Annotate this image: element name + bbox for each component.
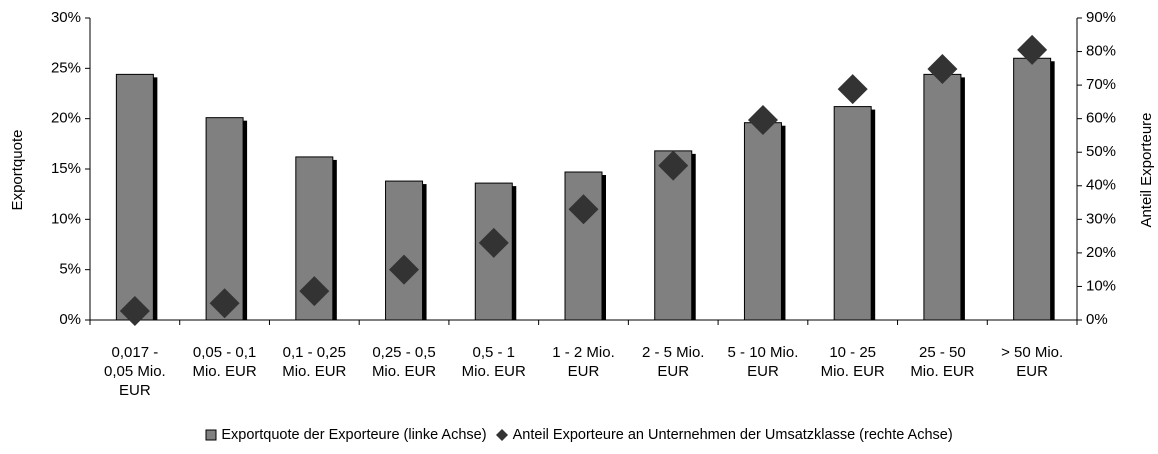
x-tick-label: 25 - 50 Mio. EUR (910, 344, 975, 380)
y-tick-label: 10% (51, 210, 81, 227)
x-tick-label: 0,05 - 0,1 Mio. EUR (192, 344, 257, 380)
y-tick-label: 15% (51, 160, 81, 177)
x-tick-label: 10 - 25 Mio. EUR (820, 344, 885, 380)
y2-tick-label: 50% (1086, 143, 1116, 160)
diamond-marker (119, 295, 150, 326)
y2-tick-label: 90% (1086, 9, 1116, 26)
x-tick-label: 1 - 2 Mio. EUR (552, 344, 615, 380)
diamond-marker (1017, 34, 1048, 65)
y2-tick-label: 60% (1086, 110, 1116, 127)
bar (564, 171, 603, 321)
diamond-marker (389, 254, 420, 285)
legend-label: Exportquote der Exporteure (linke Achse) (221, 427, 487, 444)
y-tick-label: 30% (51, 9, 81, 26)
y-tick-label: 0% (59, 311, 81, 328)
legend-label: Anteil Exporteure an Unternehmen der Ums… (512, 427, 953, 444)
bar (205, 117, 244, 321)
x-tick-label: > 50 Mio. EUR (1001, 344, 1064, 380)
x-tick-label: 0,5 - 1 Mio. EUR (461, 344, 526, 380)
diamond-marker (658, 150, 689, 181)
y2-tick-label: 10% (1086, 277, 1116, 294)
diamond-marker (927, 54, 958, 85)
bar (923, 73, 962, 321)
y2-tick-label: 80% (1086, 43, 1116, 60)
y2-tick-label: 40% (1086, 177, 1116, 194)
diamond-marker (837, 74, 868, 105)
legend: Exportquote der Exporteure (linke Achse)… (0, 427, 1158, 443)
y2-tick-label: 70% (1086, 76, 1116, 93)
y2-tick-label: 0% (1086, 311, 1108, 328)
bar (385, 180, 424, 321)
diamond-marker (478, 227, 509, 258)
diamond-marker (747, 105, 778, 136)
y-tick-label: 25% (51, 59, 81, 76)
y2-axis-title: Anteil Exporteure (1138, 112, 1155, 227)
legend-marker (495, 429, 508, 442)
bar (1013, 57, 1052, 321)
diamond-marker (568, 194, 599, 225)
x-tick-label: 0,1 - 0,25 Mio. EUR (282, 344, 347, 380)
bar (115, 73, 154, 321)
y-tick-label: 20% (51, 110, 81, 127)
y2-tick-label: 20% (1086, 244, 1116, 261)
diamond-marker (299, 276, 330, 307)
bar (833, 106, 872, 321)
y2-tick-label: 30% (1086, 210, 1116, 227)
y-tick-label: 5% (59, 261, 81, 278)
y-axis-title: Exportquote (9, 130, 26, 211)
x-tick-label: 2 - 5 Mio. EUR (641, 344, 705, 380)
bar (743, 122, 782, 321)
x-tick-label: 5 - 10 Mio. EUR (727, 344, 799, 380)
diamond-marker (209, 288, 240, 319)
legend-marker (205, 429, 217, 441)
x-tick-label: 0,25 - 0,5 Mio. EUR (371, 344, 437, 380)
x-tick-label: 0,017 - 0,05 Mio. EUR (104, 344, 166, 399)
